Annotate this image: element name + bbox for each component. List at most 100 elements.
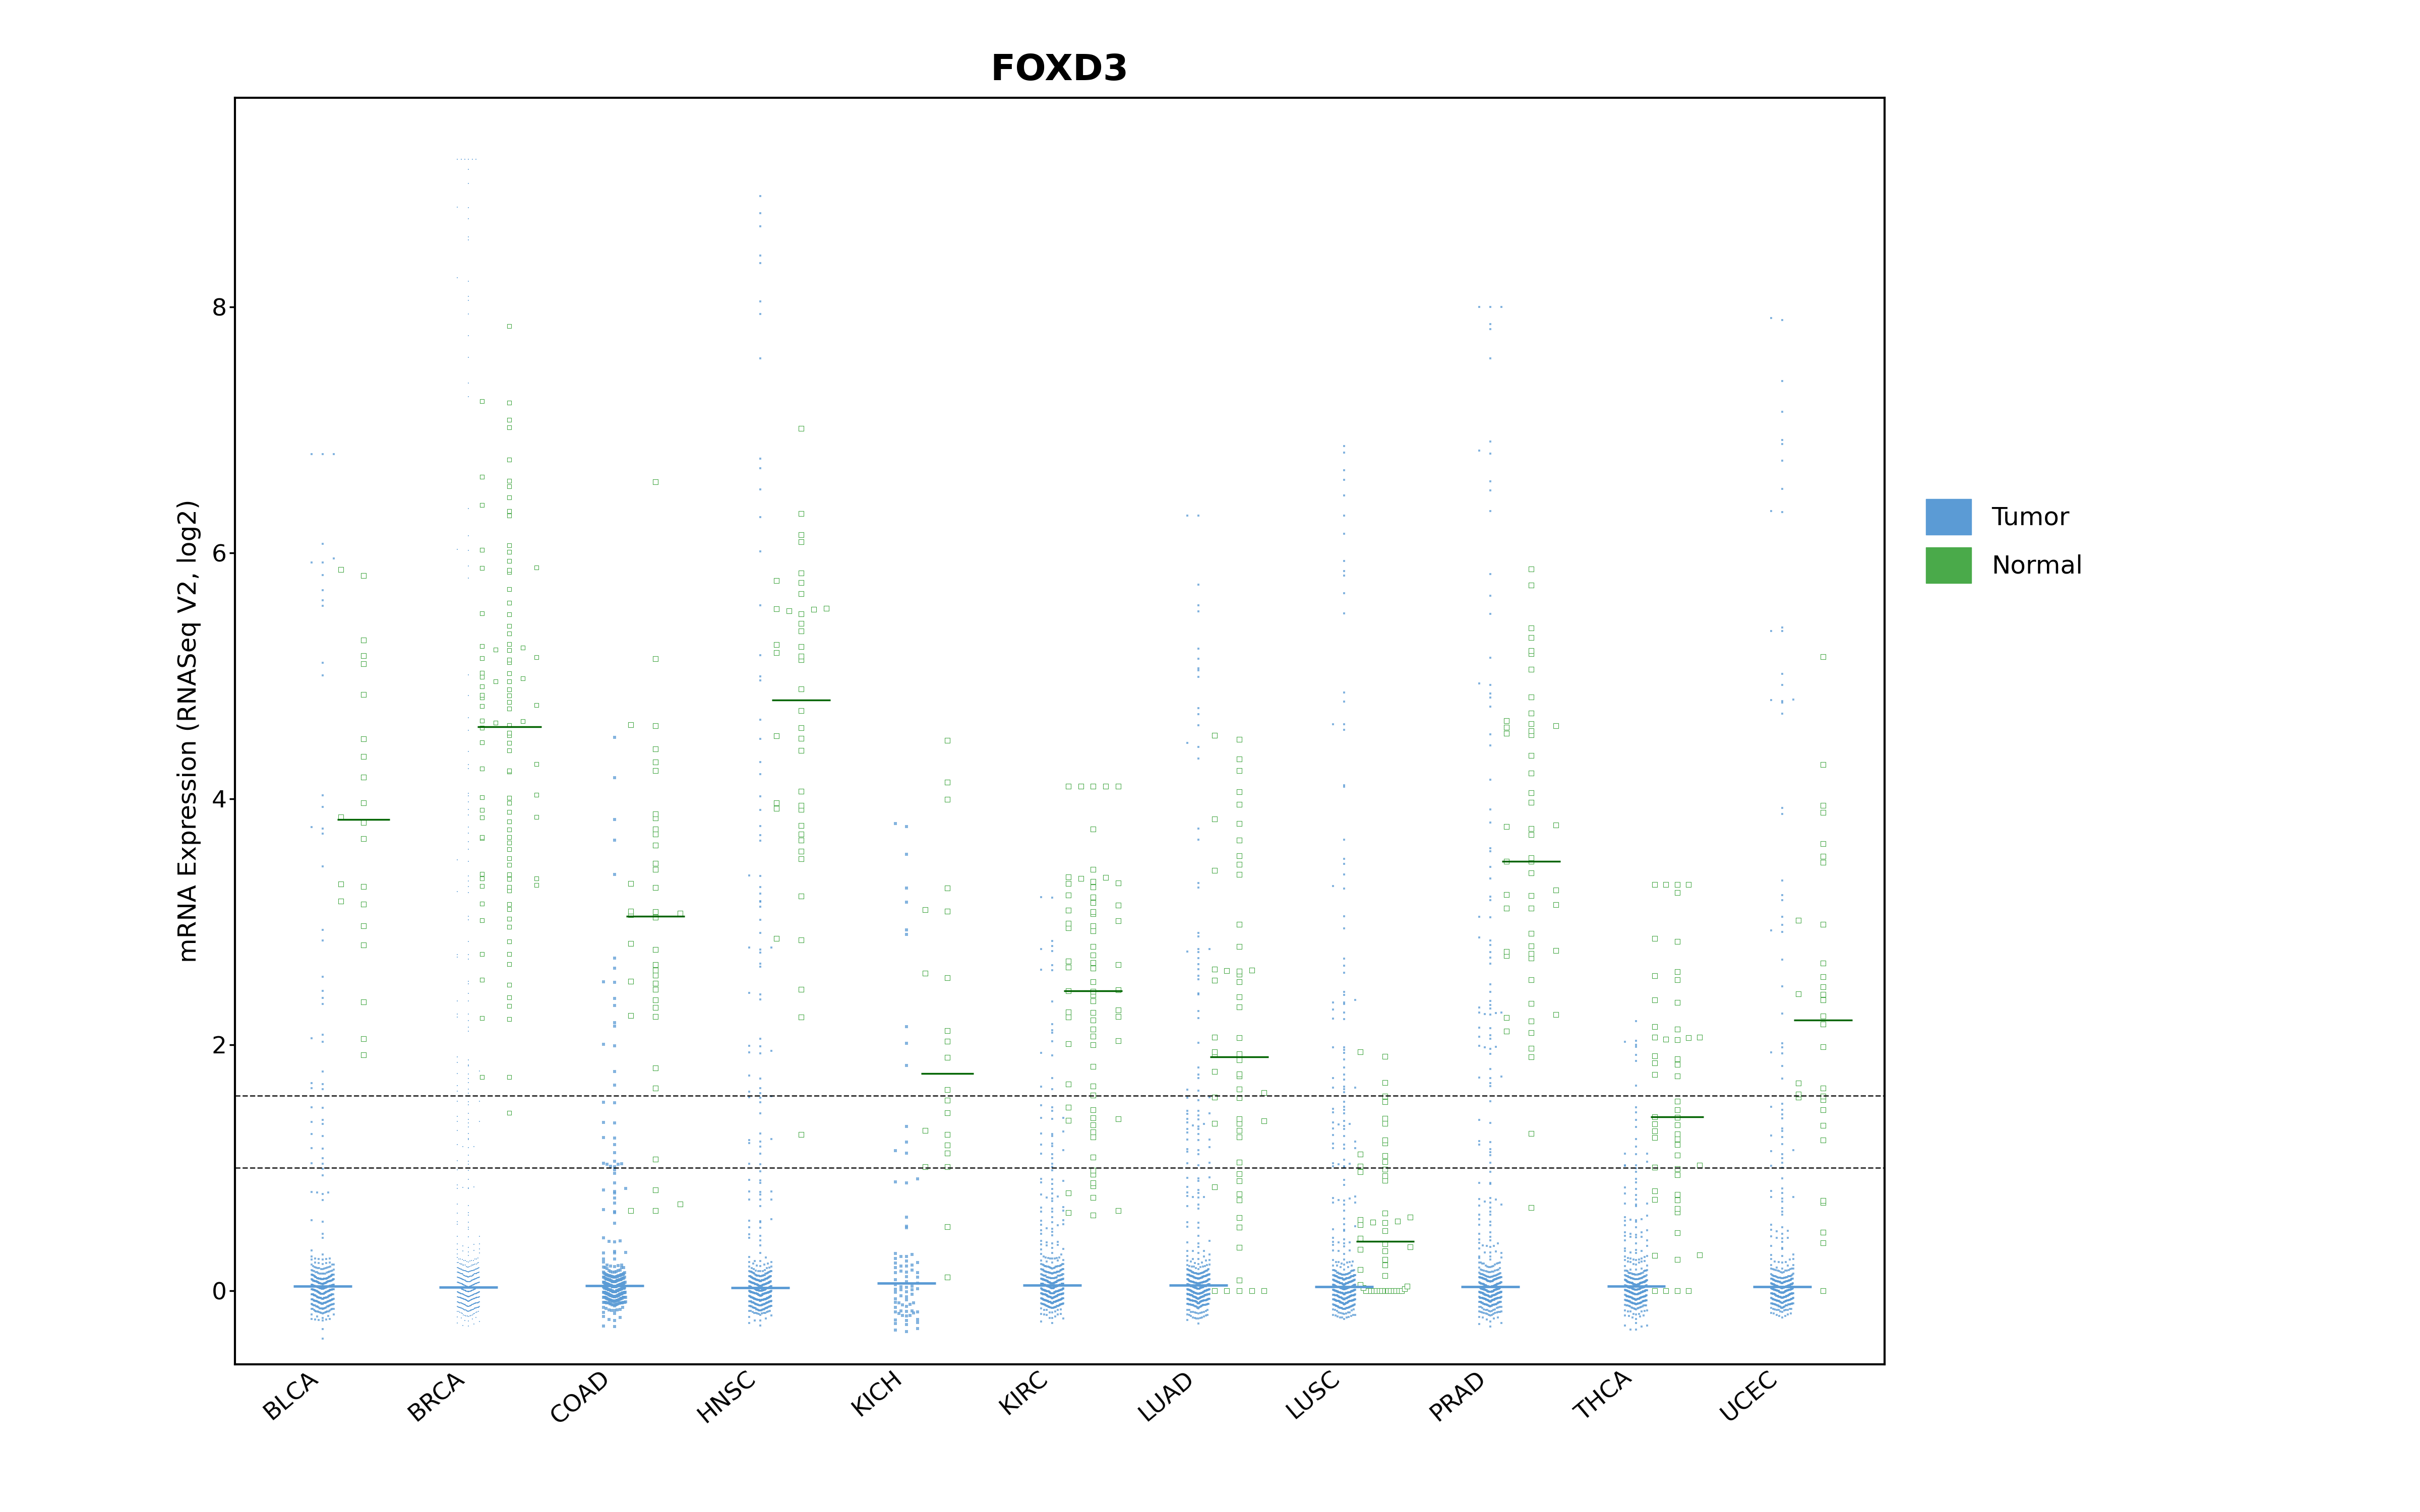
Point (1174, 1275, 1212, 1299)
Point (1462, 1263, 1500, 1287)
Point (741, 1210, 779, 1234)
Point (745, 1297, 784, 1321)
Point (1041, 1278, 1079, 1302)
Point (305, 1296, 344, 1320)
Point (1462, 1285, 1500, 1309)
Point (1220, 1279, 1258, 1303)
Point (445, 1264, 484, 1288)
Point (445, 1273, 484, 1297)
Point (1469, 1284, 1508, 1308)
Point (450, 1275, 489, 1299)
Point (1033, 1287, 1072, 1311)
Point (1471, 442, 1510, 466)
Point (1181, 1287, 1220, 1311)
Point (1469, 1269, 1508, 1293)
Point (1169, 1278, 1208, 1302)
Point (1316, 1264, 1355, 1288)
Point (1471, 673, 1510, 697)
Point (445, 1297, 484, 1321)
Point (590, 1267, 629, 1291)
Point (450, 753, 489, 777)
Point (1471, 584, 1510, 608)
Point (588, 1291, 627, 1315)
Point (888, 1285, 927, 1309)
Point (588, 1282, 627, 1306)
Point (1333, 1288, 1372, 1312)
Point (440, 1296, 479, 1320)
Point (1476, 1300, 1515, 1325)
Point (450, 869, 489, 894)
Point (312, 1282, 351, 1306)
Point (462, 874, 501, 898)
Point (302, 918, 341, 942)
Point (636, 900, 675, 924)
Point (1314, 712, 1353, 736)
Point (489, 892, 528, 916)
Point (1169, 1282, 1208, 1306)
Point (298, 1299, 336, 1323)
Point (1462, 1281, 1500, 1305)
Point (1316, 1284, 1355, 1308)
Point (1099, 774, 1137, 798)
Point (450, 1216, 489, 1240)
Point (443, 1278, 482, 1302)
Point (438, 1261, 477, 1285)
Point (1471, 1275, 1510, 1299)
Point (1752, 918, 1791, 942)
Point (1324, 1287, 1362, 1311)
Point (293, 1293, 332, 1317)
Point (1033, 1188, 1072, 1213)
Point (600, 1297, 639, 1321)
Point (450, 1158, 489, 1182)
Point (1621, 1266, 1660, 1290)
Point (450, 1269, 489, 1293)
Point (455, 1278, 494, 1302)
Point (600, 1284, 639, 1308)
Point (1324, 954, 1362, 978)
Point (745, 1267, 784, 1291)
Point (1324, 1287, 1362, 1311)
Point (455, 1282, 494, 1306)
Point (1033, 1281, 1072, 1305)
Point (1024, 1282, 1062, 1306)
Point (1752, 499, 1791, 523)
Point (310, 1303, 348, 1328)
Point (1171, 1264, 1210, 1288)
Point (1512, 658, 1551, 682)
Point (1629, 1204, 1667, 1228)
Point (489, 670, 528, 694)
Point (1043, 1282, 1082, 1306)
Point (1476, 1282, 1515, 1306)
Point (1767, 1266, 1805, 1290)
Point (438, 266, 477, 290)
Point (1033, 1077, 1072, 1101)
Point (448, 1299, 486, 1323)
Point (1024, 1282, 1062, 1306)
Point (298, 1290, 336, 1314)
Point (893, 1258, 932, 1282)
Point (1779, 1083, 1817, 1107)
Point (302, 1285, 341, 1309)
Point (310, 1255, 348, 1279)
Point (438, 1285, 477, 1309)
Point (731, 1275, 770, 1299)
Point (1467, 1287, 1505, 1311)
Point (1467, 1287, 1505, 1311)
Point (489, 390, 528, 414)
Point (1324, 559, 1362, 584)
Point (1607, 1270, 1646, 1294)
Point (905, 962, 944, 986)
Point (1476, 1293, 1515, 1317)
Point (898, 1272, 937, 1296)
Point (736, 1278, 774, 1302)
Point (1658, 1182, 1696, 1207)
Point (1621, 1272, 1660, 1296)
Point (1326, 1305, 1365, 1329)
Point (460, 1281, 499, 1305)
Point (605, 1176, 644, 1201)
Point (1099, 1004, 1137, 1028)
Point (1179, 747, 1217, 771)
Point (1324, 549, 1362, 573)
Point (1617, 1273, 1655, 1297)
Point (1179, 1266, 1217, 1290)
